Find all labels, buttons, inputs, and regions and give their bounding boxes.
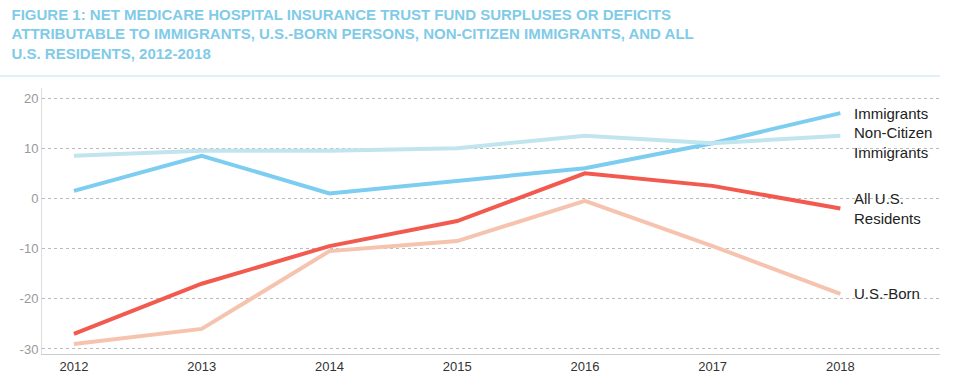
svg-text:U.S.-Born: U.S.-Born <box>854 285 920 302</box>
svg-text:2018: 2018 <box>826 359 855 374</box>
svg-text:2016: 2016 <box>570 359 599 374</box>
svg-text:2015: 2015 <box>443 359 472 374</box>
svg-text:-10: -10 <box>20 241 39 256</box>
svg-text:2017: 2017 <box>698 359 727 374</box>
svg-text:Non-CitizenImmigrants: Non-CitizenImmigrants <box>854 124 932 161</box>
svg-text:-30: -30 <box>20 342 39 357</box>
svg-text:Immigrants: Immigrants <box>854 105 928 122</box>
svg-text:20: 20 <box>24 91 38 106</box>
svg-text:FIGURE 1: NET MEDICARE HOSPITA: FIGURE 1: NET MEDICARE HOSPITAL INSURANC… <box>12 6 694 62</box>
svg-text:2013: 2013 <box>187 359 216 374</box>
svg-text:All U.S.Residents: All U.S.Residents <box>854 190 921 227</box>
svg-text:-20: -20 <box>20 291 39 306</box>
svg-text:2012: 2012 <box>59 359 88 374</box>
svg-text:2014: 2014 <box>315 359 344 374</box>
svg-text:0: 0 <box>31 191 38 206</box>
svg-text:10: 10 <box>24 141 38 156</box>
